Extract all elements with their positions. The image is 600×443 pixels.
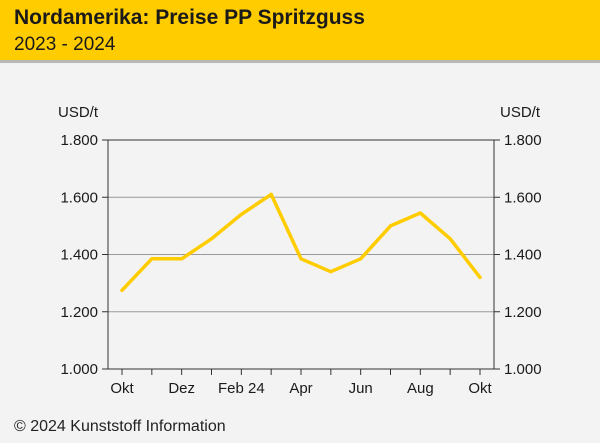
y-tick-label-right: 1.600 — [504, 189, 542, 206]
y-tick-label-left: 1.800 — [60, 132, 98, 149]
data-point — [359, 257, 363, 261]
x-tick-label: Aug — [407, 380, 434, 397]
y-tick-label-left: 1.600 — [60, 189, 98, 206]
data-point — [120, 288, 124, 292]
y-tick-label-right: 1.200 — [504, 304, 542, 321]
header-banner: Nordamerika: Preise PP Spritzguss 2023 -… — [0, 0, 600, 63]
y-axis-label-left: USD/t — [58, 104, 99, 121]
x-tick-label: Okt — [468, 380, 492, 397]
x-tick-label: Feb 24 — [218, 380, 265, 397]
y-tick-label-right: 1.000 — [504, 361, 542, 378]
chart-subtitle: 2023 - 2024 — [14, 34, 116, 55]
x-ticks: Okt Dez Feb 24 Apr Jun Aug Okt — [110, 369, 492, 397]
series-line — [120, 192, 482, 293]
y-tick-label-left: 1.200 — [60, 304, 98, 321]
x-tick-label: Jun — [349, 380, 373, 397]
data-point — [269, 192, 273, 196]
data-point — [329, 270, 333, 274]
data-point — [478, 275, 482, 279]
y-ticks-right: 1.000 1.200 1.400 1.600 1.800 — [494, 132, 542, 378]
x-tick-label: Apr — [289, 380, 312, 397]
y-tick-label-left: 1.000 — [60, 361, 98, 378]
y-axis-label-right: USD/t — [500, 104, 541, 121]
data-point — [239, 212, 243, 217]
data-point — [150, 257, 154, 261]
chart-title: Nordamerika: Preise PP Spritzguss — [14, 6, 365, 29]
x-tick-label: Dez — [168, 380, 195, 397]
line-chart: USD/t USD/t 1.000 1.200 1.400 1.600 1.800 1.… — [58, 104, 542, 397]
series-group — [120, 192, 482, 293]
plot-frame — [107, 139, 495, 370]
y-tick-label-right: 1.800 — [504, 132, 542, 149]
data-point — [448, 237, 452, 241]
data-point — [388, 224, 393, 228]
y-tick-label-left: 1.400 — [60, 247, 98, 264]
data-point — [180, 257, 184, 261]
x-tick-label: Okt — [110, 380, 134, 397]
data-point — [299, 257, 303, 261]
y-ticks-left: 1.000 1.200 1.400 1.600 1.800 — [60, 132, 108, 378]
chart-area: USD/t USD/t 1.000 1.200 1.400 1.600 1.800 1.… — [0, 63, 600, 403]
copyright-footer: © 2024 Kunststoff Information — [14, 418, 226, 435]
data-point — [418, 211, 422, 215]
y-tick-label-right: 1.400 — [504, 247, 542, 264]
grid-lines — [108, 196, 494, 313]
data-point — [209, 237, 214, 241]
